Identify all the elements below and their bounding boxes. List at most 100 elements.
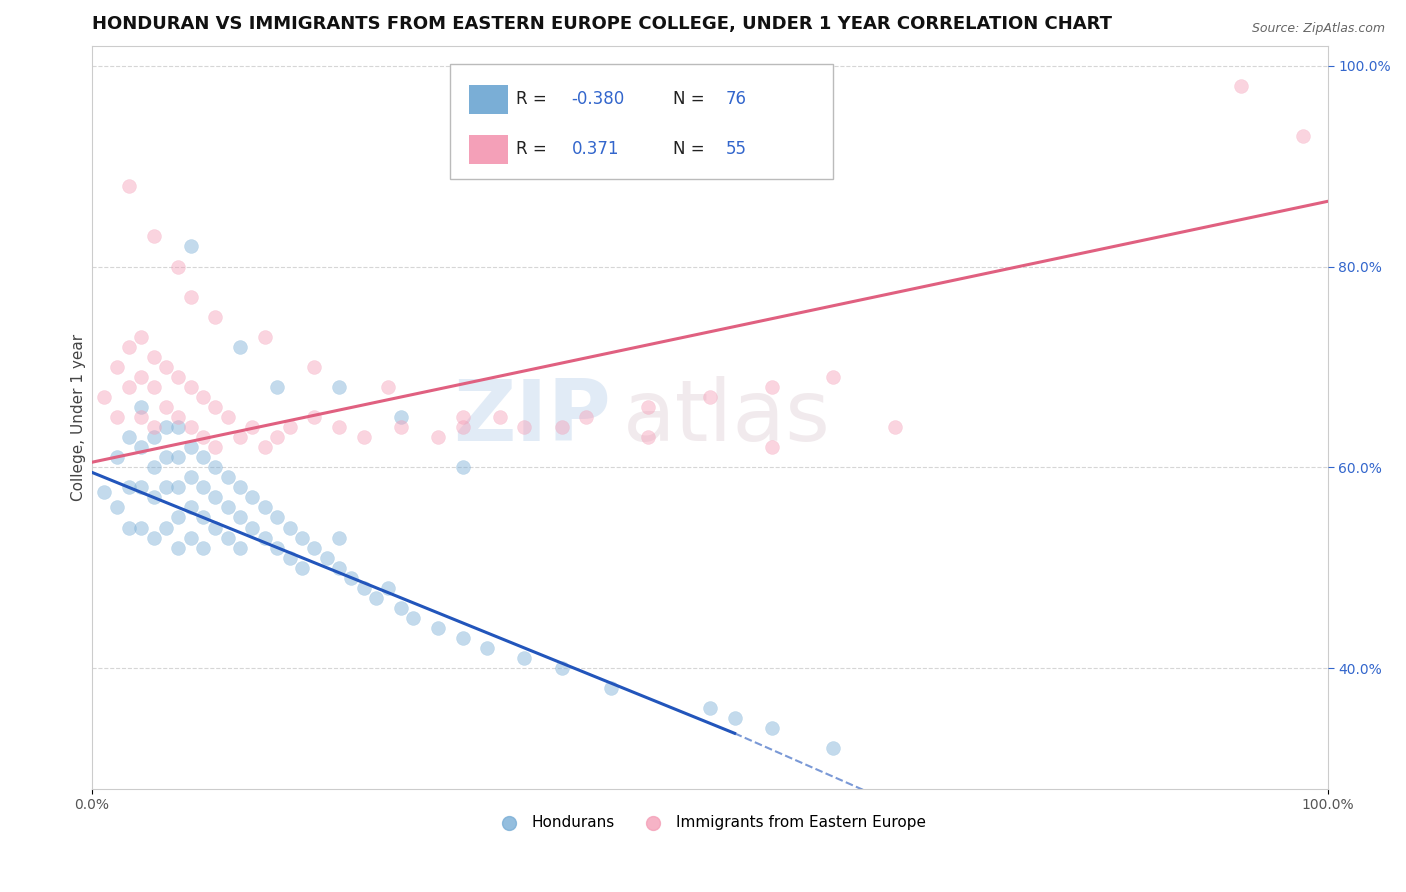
- Point: [823, 741, 845, 756]
- Text: HONDURAN VS IMMIGRANTS FROM EASTERN EUROPE COLLEGE, UNDER 1 YEAR CORRELATION CHA: HONDURAN VS IMMIGRANTS FROM EASTERN EURO…: [91, 15, 1112, 33]
- Point: [180, 531, 202, 545]
- Point: [353, 581, 375, 595]
- Point: [451, 420, 474, 434]
- Point: [217, 500, 239, 515]
- Point: [155, 450, 177, 465]
- Point: [353, 430, 375, 444]
- Point: [191, 430, 214, 444]
- Text: R =: R =: [516, 140, 551, 158]
- Point: [451, 460, 474, 475]
- Point: [377, 581, 399, 595]
- Point: [637, 430, 659, 444]
- Point: [242, 520, 264, 534]
- Point: [389, 410, 412, 425]
- Point: [304, 359, 326, 374]
- Point: [426, 621, 449, 635]
- Point: [118, 430, 141, 444]
- Text: 76: 76: [725, 90, 747, 108]
- Text: N =: N =: [673, 140, 710, 158]
- Point: [180, 239, 202, 253]
- Point: [451, 631, 474, 645]
- Point: [167, 480, 190, 494]
- Point: [129, 520, 152, 534]
- Point: [155, 359, 177, 374]
- Point: [167, 410, 190, 425]
- FancyBboxPatch shape: [450, 64, 834, 179]
- Point: [155, 400, 177, 414]
- Point: [118, 480, 141, 494]
- Point: [389, 420, 412, 434]
- Point: [142, 229, 165, 244]
- Point: [118, 380, 141, 394]
- Point: [167, 260, 190, 274]
- Point: [304, 410, 326, 425]
- Point: [129, 400, 152, 414]
- Point: [1230, 78, 1253, 93]
- Text: atlas: atlas: [623, 376, 831, 458]
- Point: [217, 410, 239, 425]
- Point: [291, 531, 314, 545]
- Point: [761, 440, 783, 454]
- Point: [550, 661, 572, 675]
- Point: [699, 390, 721, 404]
- Legend: Hondurans, Immigrants from Eastern Europe: Hondurans, Immigrants from Eastern Europ…: [488, 809, 932, 837]
- Point: [761, 721, 783, 735]
- Point: [167, 420, 190, 434]
- Point: [167, 370, 190, 384]
- Point: [142, 531, 165, 545]
- Point: [129, 410, 152, 425]
- Point: [266, 510, 288, 524]
- Text: ZIP: ZIP: [453, 376, 612, 458]
- Point: [242, 420, 264, 434]
- Text: 0.371: 0.371: [571, 140, 619, 158]
- Point: [105, 410, 128, 425]
- Point: [142, 460, 165, 475]
- Point: [315, 550, 337, 565]
- Point: [93, 390, 115, 404]
- FancyBboxPatch shape: [468, 85, 509, 114]
- Point: [600, 681, 623, 695]
- Point: [180, 500, 202, 515]
- Point: [253, 531, 276, 545]
- Point: [142, 491, 165, 505]
- Point: [402, 611, 425, 625]
- Point: [823, 370, 845, 384]
- Point: [229, 340, 252, 354]
- Point: [191, 390, 214, 404]
- Point: [229, 510, 252, 524]
- Point: [451, 410, 474, 425]
- Point: [105, 500, 128, 515]
- Point: [129, 440, 152, 454]
- Point: [180, 290, 202, 304]
- Text: 55: 55: [725, 140, 747, 158]
- Point: [242, 491, 264, 505]
- Point: [278, 520, 301, 534]
- Text: N =: N =: [673, 90, 710, 108]
- Point: [191, 450, 214, 465]
- Point: [118, 520, 141, 534]
- Point: [118, 340, 141, 354]
- Point: [229, 430, 252, 444]
- Point: [129, 480, 152, 494]
- Point: [142, 380, 165, 394]
- Point: [550, 420, 572, 434]
- Point: [266, 380, 288, 394]
- Point: [699, 701, 721, 715]
- Point: [328, 560, 350, 574]
- Point: [426, 430, 449, 444]
- Point: [180, 380, 202, 394]
- Point: [129, 330, 152, 344]
- Point: [291, 560, 314, 574]
- Point: [366, 591, 388, 605]
- Point: [884, 420, 907, 434]
- Point: [513, 420, 536, 434]
- Point: [180, 470, 202, 484]
- Point: [477, 640, 499, 655]
- Point: [377, 380, 399, 394]
- Point: [513, 651, 536, 665]
- Point: [253, 500, 276, 515]
- Point: [155, 480, 177, 494]
- Point: [217, 470, 239, 484]
- FancyBboxPatch shape: [468, 135, 509, 164]
- Point: [155, 520, 177, 534]
